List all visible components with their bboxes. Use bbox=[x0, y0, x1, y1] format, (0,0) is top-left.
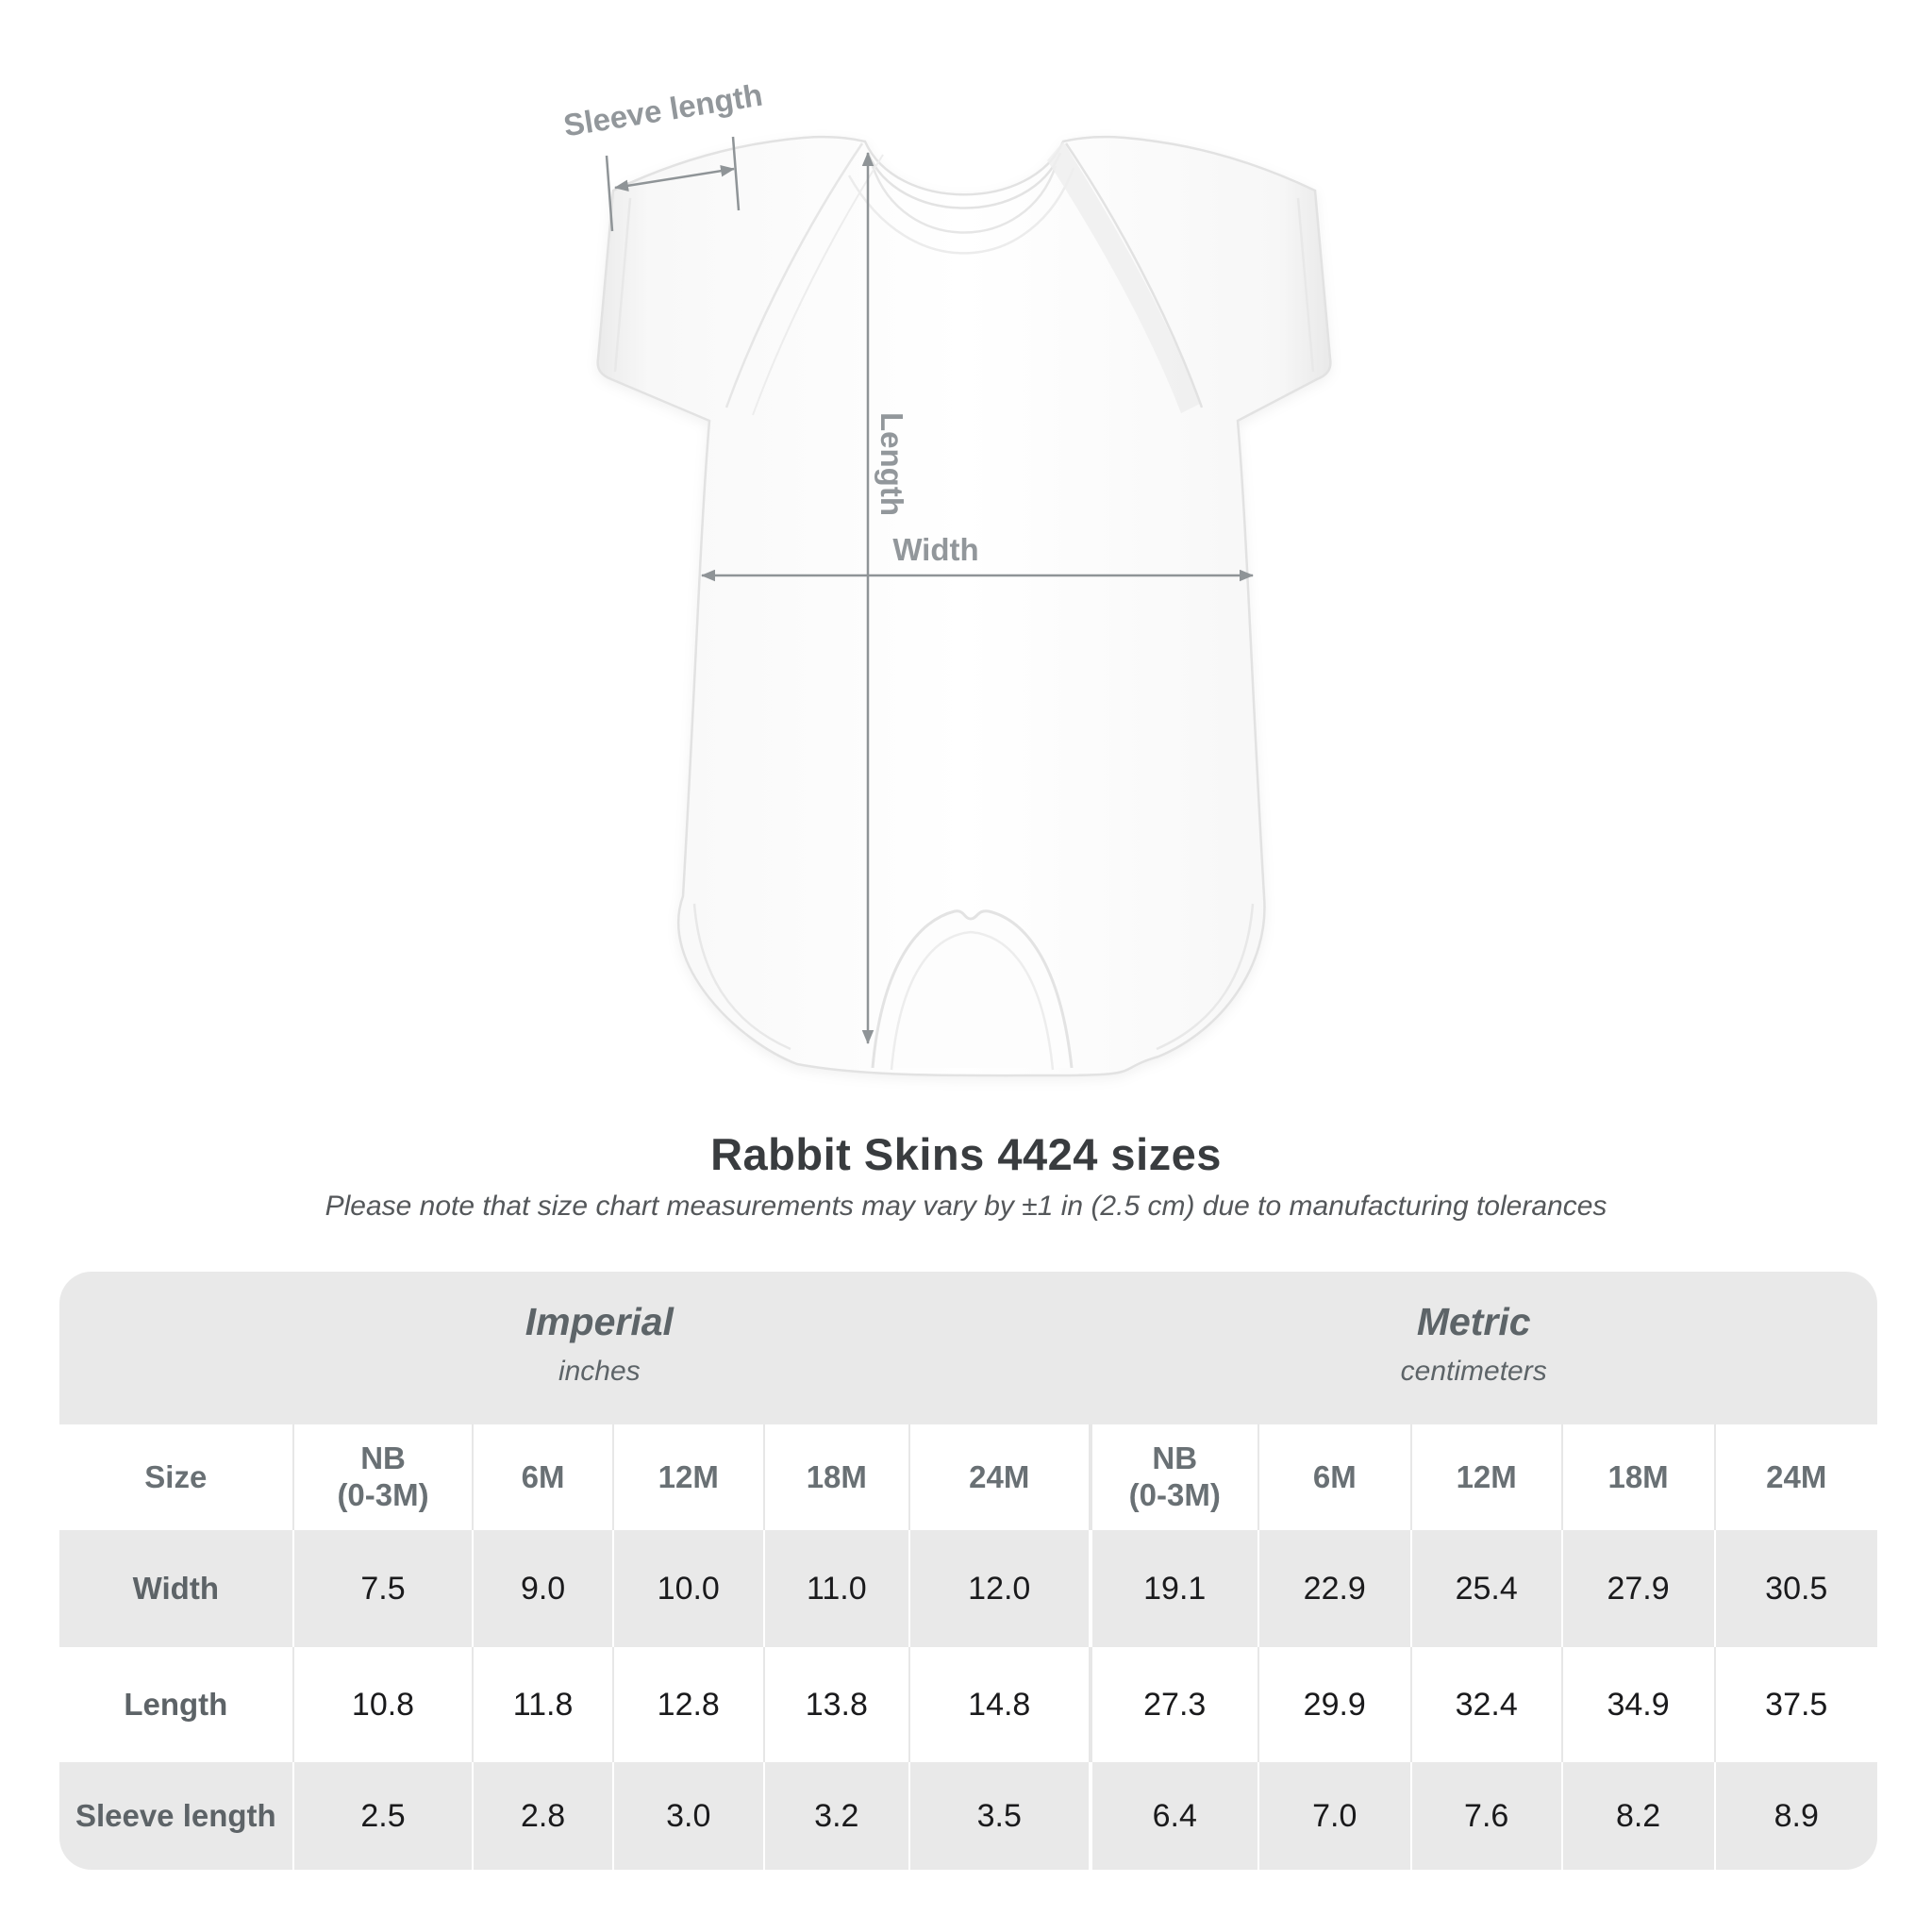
sleeve-length-dimension bbox=[605, 136, 741, 232]
value-cell: 10.0 bbox=[611, 1530, 763, 1647]
metric-label: Metric bbox=[1416, 1300, 1531, 1343]
header-cell: NB (0-3M) bbox=[1088, 1424, 1257, 1530]
right-shoulder-flap-seam bbox=[1064, 142, 1204, 408]
header-cell: 6M bbox=[1257, 1424, 1410, 1530]
value-cell: 37.5 bbox=[1713, 1647, 1878, 1762]
value-cell: 13.8 bbox=[762, 1647, 908, 1762]
page-title: Rabbit Skins 4424 sizes bbox=[710, 1129, 1222, 1179]
value-cell: 22.9 bbox=[1257, 1530, 1410, 1647]
value-cell: 3.2 bbox=[762, 1762, 908, 1870]
value-cell: 2.8 bbox=[472, 1762, 611, 1870]
right-shoulder-flap-shadow bbox=[1047, 142, 1200, 413]
value-cell: 7.5 bbox=[291, 1530, 473, 1647]
right-sleeve-hem bbox=[1296, 197, 1315, 373]
value-cell: 14.8 bbox=[908, 1647, 1089, 1762]
neck-binding-outer bbox=[866, 152, 1062, 209]
sleeve-length-label: Sleeve length bbox=[561, 77, 765, 143]
value-cell: 8.2 bbox=[1560, 1762, 1714, 1870]
value-cell: 25.4 bbox=[1409, 1530, 1561, 1647]
imperial-unit: inches bbox=[558, 1356, 641, 1387]
width-label: Width bbox=[892, 532, 978, 567]
table-row-length: Length 10.8 11.8 12.8 13.8 14.8 27.3 29.… bbox=[59, 1647, 1877, 1762]
value-cell: 2.5 bbox=[291, 1762, 473, 1870]
left-leg-binding bbox=[692, 903, 791, 1051]
value-cell: 10.8 bbox=[291, 1647, 473, 1762]
right-leg-binding bbox=[1156, 903, 1255, 1051]
header-cell: 18M bbox=[762, 1424, 908, 1530]
header-cell: 12M bbox=[611, 1424, 763, 1530]
value-cell: 9.0 bbox=[472, 1530, 611, 1647]
neck-underlap-seam bbox=[847, 167, 1075, 255]
unit-band: Imperial inches Metric centimeters bbox=[59, 1272, 1877, 1424]
crotch-flap-binding bbox=[890, 930, 1055, 1071]
neck-binding-inner bbox=[871, 165, 1058, 234]
value-cell: 27.9 bbox=[1560, 1530, 1714, 1647]
value-cell: 27.3 bbox=[1088, 1647, 1257, 1762]
onesie-illustration bbox=[596, 135, 1332, 1077]
header-cell: 24M bbox=[1713, 1424, 1878, 1530]
imperial-label: Imperial bbox=[525, 1300, 674, 1343]
value-cell: 6.4 bbox=[1088, 1762, 1257, 1870]
left-shoulder-flap-seam bbox=[724, 142, 864, 408]
value-cell: 32.4 bbox=[1409, 1647, 1561, 1762]
sleeve-length-arrow bbox=[614, 165, 735, 192]
value-cell: 12.8 bbox=[611, 1647, 763, 1762]
value-cell: 11.0 bbox=[762, 1530, 908, 1647]
value-cell: 29.9 bbox=[1257, 1647, 1410, 1762]
sleeve-length-tick-left bbox=[605, 155, 614, 232]
header-cell: 6M bbox=[472, 1424, 611, 1530]
table-row-width: Width 7.5 9.0 10.0 11.0 12.0 19.1 22.9 2… bbox=[59, 1530, 1877, 1647]
value-cell: 19.1 bbox=[1088, 1530, 1257, 1647]
table-header-row: Size NB (0-3M) 6M 12M 18M 24M bbox=[59, 1424, 1877, 1530]
metric-unit: centimeters bbox=[1400, 1356, 1547, 1387]
value-cell: 3.5 bbox=[908, 1762, 1089, 1870]
onesie-body bbox=[596, 135, 1332, 1077]
header-cell: 18M bbox=[1560, 1424, 1714, 1530]
length-label: Length bbox=[874, 412, 909, 516]
value-cell: 30.5 bbox=[1713, 1530, 1878, 1647]
tolerance-note: Please note that size chart measurements… bbox=[325, 1191, 1607, 1222]
size-table-grid: Size NB (0-3M) 6M 12M 18M 24M bbox=[59, 1424, 1877, 1870]
metric-section-header: Metric centimeters bbox=[1401, 1272, 1547, 1424]
row-label: Length bbox=[124, 1687, 228, 1722]
value-cell: 7.0 bbox=[1257, 1762, 1410, 1870]
value-cell: 34.9 bbox=[1560, 1647, 1714, 1762]
row-label: Width bbox=[132, 1571, 219, 1606]
value-cell: 11.8 bbox=[472, 1647, 611, 1762]
imperial-section-header: Imperial inches bbox=[525, 1272, 674, 1424]
sleeve-length-tick-right bbox=[731, 136, 741, 211]
value-cell: 3.0 bbox=[611, 1762, 763, 1870]
header-cell: NB (0-3M) bbox=[291, 1424, 473, 1530]
crotch-flap-seam bbox=[871, 909, 1074, 1069]
value-cell: 12.0 bbox=[908, 1530, 1089, 1647]
header-cell: 12M bbox=[1409, 1424, 1561, 1530]
table-row-sleeve-length: Sleeve length 2.5 2.8 3.0 3.2 3.5 6.4 7.… bbox=[59, 1762, 1877, 1870]
size-table: Imperial inches Metric centimeters Size … bbox=[59, 1272, 1877, 1870]
value-cell: 7.6 bbox=[1409, 1762, 1561, 1870]
header-cell: 24M bbox=[908, 1424, 1089, 1530]
row-label: Sleeve length bbox=[75, 1798, 276, 1833]
size-header-cell: Size bbox=[144, 1458, 208, 1494]
left-sleeve-hem bbox=[613, 197, 632, 373]
value-cell: 8.9 bbox=[1713, 1762, 1878, 1870]
onesie-diagram: Sleeve length Length Width bbox=[561, 77, 1332, 1077]
